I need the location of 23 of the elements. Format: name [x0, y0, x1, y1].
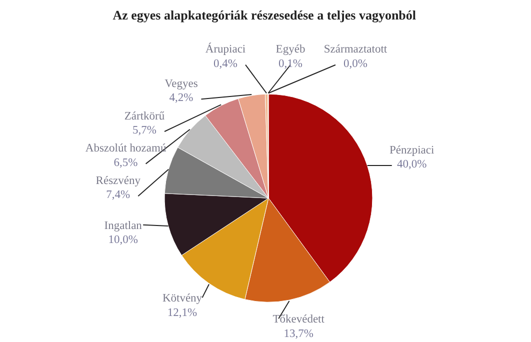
data-label: 0,4%	[214, 58, 238, 70]
slice-label: Egyéb	[276, 44, 306, 56]
data-label: 5,7%	[132, 124, 157, 136]
slice-label: Tőkevédett	[272, 314, 326, 326]
slice-label: Vegyes	[164, 78, 198, 90]
text: 0,0%	[344, 58, 368, 70]
data-label: 0,1%	[278, 58, 303, 70]
data-label: 13,7%	[284, 328, 314, 340]
data-label: 12,1%	[167, 306, 198, 319]
slice-label: Részvény	[96, 174, 141, 187]
slice-label: Ingatlan	[104, 220, 142, 232]
slice-label: Pénzpiaci	[390, 144, 434, 156]
slice-label: Kötvény	[162, 292, 202, 305]
category-label: Származtatott	[324, 44, 388, 56]
data-label: 7,4%	[106, 189, 131, 202]
data-label: 4,2%	[169, 92, 194, 104]
chart-title: Az egyes alapkategóriák részesedése a teljes vagyonból	[112, 8, 416, 22]
slice-label: Zártkörű	[124, 110, 165, 122]
data-label: 6,5%	[114, 156, 138, 169]
data-label: 40,0%	[397, 158, 428, 170]
data-label: 10,0%	[108, 234, 138, 246]
slice-label: Abszolút hozamú	[85, 142, 166, 155]
slice-label: Árupiaci	[205, 42, 246, 56]
